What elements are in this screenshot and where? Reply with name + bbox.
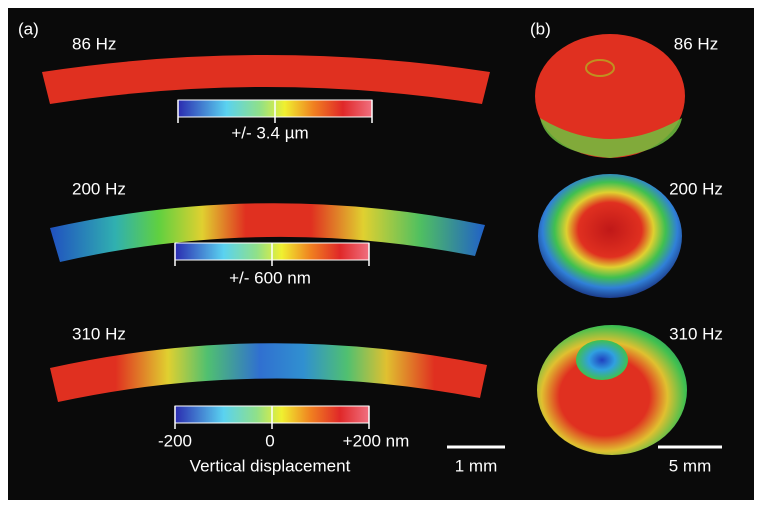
disk-310hz	[537, 325, 687, 455]
disk-feature	[585, 59, 615, 77]
disk-200hz	[538, 174, 682, 298]
disk-86hz	[535, 34, 685, 158]
colorbar-title: Vertical displacement	[190, 456, 351, 475]
colorbar: +/- 600 nm	[174, 242, 370, 287]
band-86hz	[42, 55, 490, 104]
colorbar-scale: +/- 600 nm	[229, 268, 311, 287]
frequency-label: 86 Hz	[674, 34, 718, 53]
band-200hz	[50, 203, 485, 262]
frequency-label: 200 Hz	[72, 179, 126, 198]
band-310hz	[50, 343, 487, 402]
colorbar: +/- 3.4 µm	[177, 99, 373, 142]
colorbar-scale: +/- 3.4 µm	[231, 123, 308, 142]
frequency-label: 86 Hz	[72, 34, 116, 53]
disk-edge	[540, 118, 682, 158]
frequency-label: 200 Hz	[669, 179, 723, 198]
colorbar-tick-label: +200 nm	[343, 431, 410, 450]
colorbar: -200 0 +200 nm Vertical displacement	[158, 405, 410, 475]
disk-spot	[576, 340, 628, 380]
colorbar-tick-label: -200	[158, 431, 192, 450]
scale-bar-label: 1 mm	[455, 456, 498, 475]
panel-label: (b)	[530, 19, 551, 38]
colorbar-tick-label: 0	[265, 431, 274, 450]
panel-label: (a)	[18, 19, 39, 38]
frequency-label: 310 Hz	[669, 324, 723, 343]
scale-bar-label: 5 mm	[669, 456, 712, 475]
frequency-label: 310 Hz	[72, 324, 126, 343]
